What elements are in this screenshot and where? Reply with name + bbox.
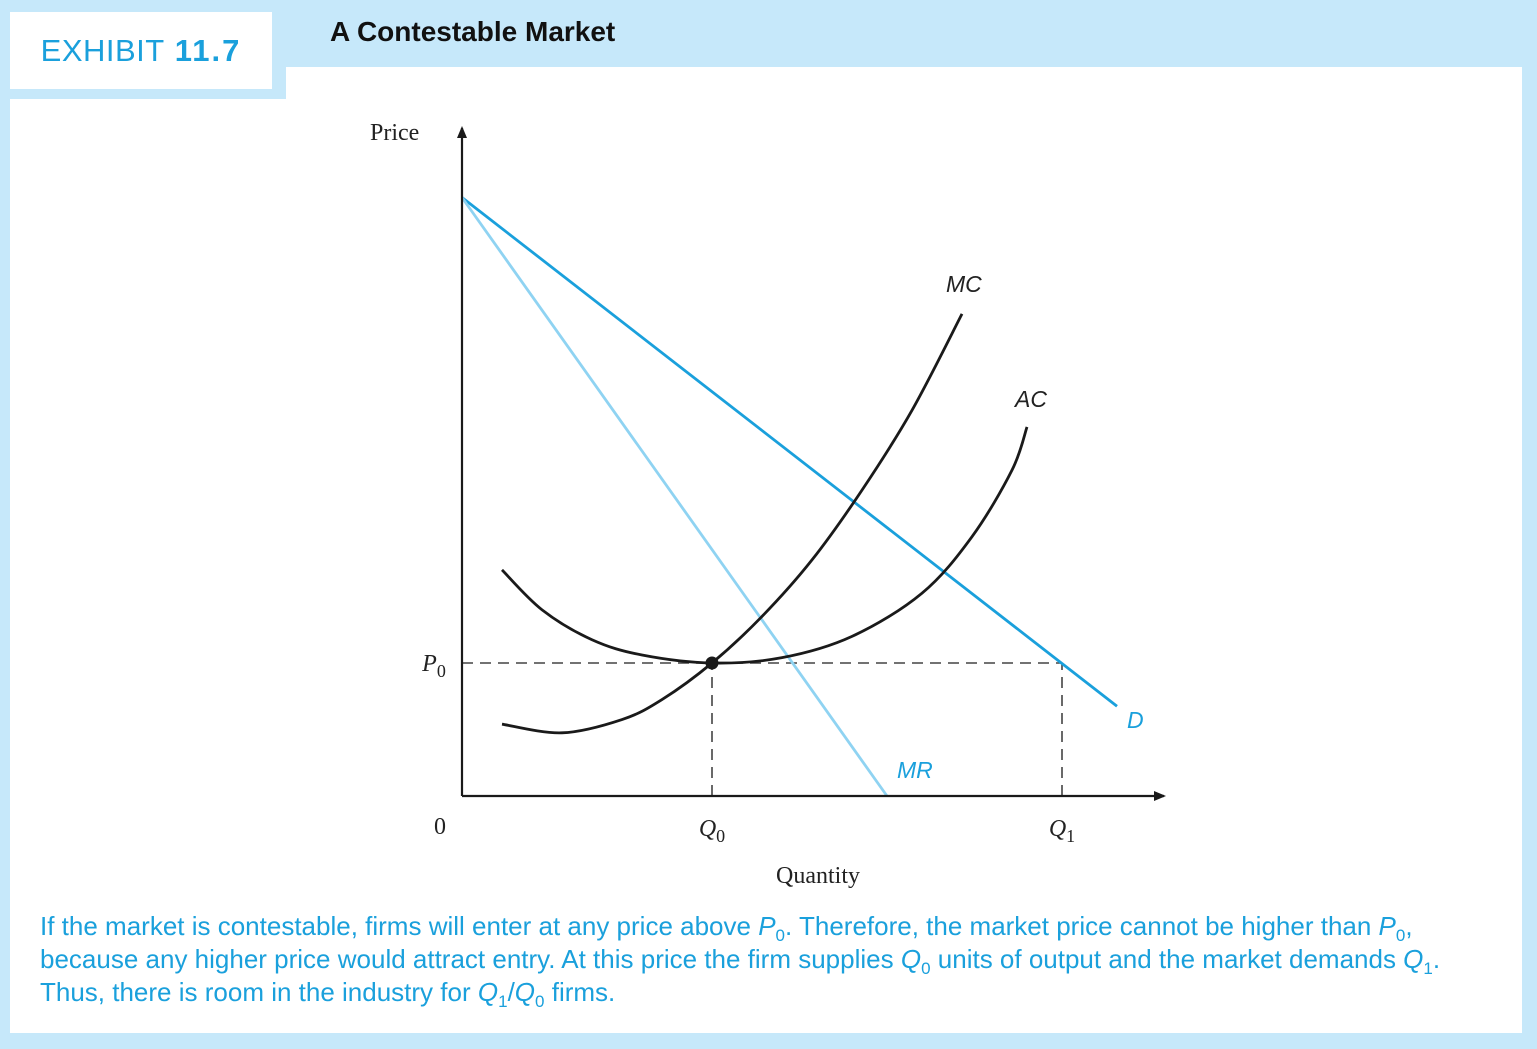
- equilibrium-point: [705, 656, 719, 670]
- y-axis-label: Price: [370, 120, 419, 146]
- exhibit-title: A Contestable Market: [330, 16, 616, 47]
- figure-caption: If the market is contestable, firms will…: [40, 910, 1480, 1012]
- caption-fragment: 0: [1395, 926, 1406, 946]
- exhibit-panel: [10, 67, 1522, 1033]
- caption-fragment: . Thus, there is room in the industry fo…: [40, 944, 1441, 1007]
- caption-fragment: If the market is contestable, firms will…: [40, 911, 759, 941]
- tab-divider-notch: [272, 67, 286, 99]
- x-axis-label: Quantity: [776, 863, 860, 889]
- caption-fragment: Q: [1403, 944, 1424, 974]
- caption-fragment: 0: [535, 992, 545, 1012]
- caption-fragment: Q: [514, 977, 536, 1007]
- curves: [460, 196, 1118, 797]
- caption-fragment: 0: [921, 959, 931, 979]
- d-curve: [461, 196, 1118, 708]
- ac-curve: [501, 426, 1029, 665]
- caption-fragment: 1: [498, 992, 508, 1012]
- caption-fragment: firms.: [544, 977, 616, 1007]
- exhibit-label: EXHIBIT: [40, 32, 165, 68]
- x-tick-label-q1: Q1: [1049, 816, 1075, 846]
- mc-curve: [501, 313, 964, 735]
- ac-curve-label: AC: [1013, 386, 1047, 412]
- exhibit-tab: EXHIBIT 11.7: [10, 12, 272, 89]
- caption-fragment: units of output and the market demands: [930, 944, 1404, 974]
- d-curve-label: D: [1127, 707, 1144, 733]
- caption-fragment: . Therefore, the market price cannot be …: [785, 911, 1379, 941]
- labels: D MR MC AC Price Quantity 0 Q0 Q1 P0: [370, 120, 1144, 889]
- origin-label: 0: [434, 814, 446, 840]
- caption-fragment: Q: [477, 977, 499, 1007]
- caption-fragment: , because any higher price would attract…: [40, 911, 1413, 974]
- x-tick-label-q0: Q0: [699, 816, 725, 846]
- caption-fragment: Q: [900, 944, 922, 974]
- mr-curve-label: MR: [897, 757, 933, 783]
- caption-fragment: 0: [775, 926, 786, 946]
- mr-curve: [460, 196, 889, 797]
- y-tick-label-p0: P0: [421, 651, 446, 681]
- mc-curve-label: MC: [946, 271, 982, 297]
- tab-divider: [10, 89, 286, 99]
- axes: [457, 126, 1166, 801]
- exhibit-number: 11.7: [174, 32, 242, 68]
- caption-fragment: /: [507, 977, 515, 1007]
- reference-lines: [462, 662, 1063, 796]
- caption-fragment: 1: [1423, 959, 1433, 979]
- caption-fragment: P: [1378, 911, 1396, 941]
- caption-fragment: P: [758, 911, 776, 941]
